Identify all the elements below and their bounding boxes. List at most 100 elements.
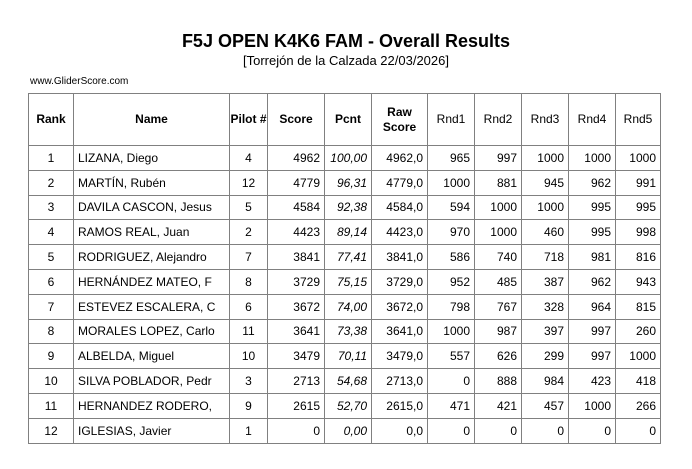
cell-rank: 4 <box>28 219 74 246</box>
cell-rnd5: 998 <box>615 219 661 246</box>
cell-pilot-number: 5 <box>229 194 268 221</box>
table-row: 2 MARTÍN, Rubén 12 4779 96,31 4779,0 1000 881 94… <box>28 169 661 196</box>
cell-score: 3479 <box>267 343 325 370</box>
event-location-date: [Torrejón de la Calzada 22/03/2026] <box>243 53 449 68</box>
cell-rnd4: 997 <box>568 318 616 345</box>
cell-pilot-number: 4 <box>229 145 268 171</box>
cell-pcnt: 52,70 <box>324 392 372 419</box>
table-row: 9 ALBELDA, Miguel 10 3479 70,11 3479,0 557 626 2… <box>28 343 661 370</box>
cell-pcnt: 100,00 <box>324 145 372 171</box>
cell-rnd1: 952 <box>427 268 475 295</box>
cell-pilot-number: 12 <box>229 169 268 196</box>
cell-pilot-number: 9 <box>229 392 268 419</box>
cell-rnd5: 1000 <box>615 343 661 370</box>
cell-rnd3: 0 <box>521 417 569 444</box>
cell-pilot-number: 3 <box>229 368 268 394</box>
cell-rnd4: 995 <box>568 194 616 221</box>
cell-name: RODRIGUEZ, Alejandro <box>73 244 230 270</box>
cell-rnd4: 423 <box>568 368 616 394</box>
cell-rnd4: 962 <box>568 169 616 196</box>
cell-raw-score: 0,0 <box>371 417 428 444</box>
cell-rnd5: 260 <box>615 318 661 345</box>
cell-rnd1: 557 <box>427 343 475 370</box>
cell-name: ALBELDA, Miguel <box>73 343 230 370</box>
cell-rnd4: 995 <box>568 219 616 246</box>
cell-rnd5: 815 <box>615 293 661 320</box>
cell-score: 4423 <box>267 219 325 246</box>
cell-name: RAMOS REAL, Juan <box>73 219 230 246</box>
cell-rank: 7 <box>28 293 74 320</box>
cell-raw-score: 4423,0 <box>371 219 428 246</box>
page-title: F5J OPEN K4K6 FAM - Overall Results <box>181 31 511 51</box>
table-row: 11 HERNANDEZ RODERO, 9 2615 52,70 2615,0 471 42… <box>28 392 661 419</box>
cell-name: SILVA POBLADOR, Pedr <box>73 368 230 394</box>
cell-rnd2: 1000 <box>474 219 522 246</box>
cell-rank: 6 <box>28 268 74 295</box>
cell-rnd4: 1000 <box>568 392 616 419</box>
table-row: 12 IGLESIAS, Javier 1 0 0,00 0,0 0 0 0 0 0 <box>28 417 661 444</box>
cell-name: MORALES LOPEZ, Carlo <box>73 318 230 345</box>
col-header-rank: Rank <box>28 93 74 146</box>
cell-rnd3: 1000 <box>521 194 569 221</box>
cell-pcnt: 0,00 <box>324 417 372 444</box>
cell-rnd3: 387 <box>521 268 569 295</box>
cell-score: 3641 <box>267 318 325 345</box>
cell-rnd3: 460 <box>521 219 569 246</box>
cell-score: 4779 <box>267 169 325 196</box>
table-row: 7 ESTEVEZ ESCALERA, C 6 3672 74,00 3672,0 798 7… <box>28 293 661 320</box>
col-header-rnd5: Rnd5 <box>615 93 661 146</box>
cell-pilot-number: 11 <box>229 318 268 345</box>
cell-name: HERNÁNDEZ MATEO, F <box>73 268 230 295</box>
cell-rnd3: 328 <box>521 293 569 320</box>
cell-pilot-number: 8 <box>229 268 268 295</box>
cell-rnd4: 0 <box>568 417 616 444</box>
cell-pcnt: 70,11 <box>324 343 372 370</box>
cell-rnd1: 965 <box>427 145 475 171</box>
cell-rnd4: 981 <box>568 244 616 270</box>
cell-name: ESTEVEZ ESCALERA, C <box>73 293 230 320</box>
cell-rank: 12 <box>28 417 74 444</box>
cell-name: MARTÍN, Rubén <box>73 169 230 196</box>
col-header-name: Name <box>73 93 230 146</box>
cell-rnd2: 0 <box>474 417 522 444</box>
table-header: Rank Name Pilot # Score Pcnt Raw Score Rnd1 Rnd… <box>28 93 661 146</box>
cell-rnd4: 1000 <box>568 145 616 171</box>
cell-score: 2615 <box>267 392 325 419</box>
cell-rank: 3 <box>28 194 74 221</box>
col-header-pilot-number: Pilot # <box>229 93 268 146</box>
cell-rnd5: 943 <box>615 268 661 295</box>
table-row: 8 MORALES LOPEZ, Carlo 11 3641 73,38 3641,0 10… <box>28 318 661 345</box>
cell-rnd2: 485 <box>474 268 522 295</box>
cell-score: 3841 <box>267 244 325 270</box>
cell-pcnt: 54,68 <box>324 368 372 394</box>
table-row: 1 LIZANA, Diego 4 4962 100,00 4962,0 965 997 100… <box>28 145 661 171</box>
cell-pcnt: 89,14 <box>324 219 372 246</box>
cell-rnd2: 881 <box>474 169 522 196</box>
cell-rnd2: 997 <box>474 145 522 171</box>
cell-rnd2: 421 <box>474 392 522 419</box>
cell-pilot-number: 2 <box>229 219 268 246</box>
cell-rank: 9 <box>28 343 74 370</box>
cell-name: IGLESIAS, Javier <box>73 417 230 444</box>
cell-rnd5: 1000 <box>615 145 661 171</box>
cell-rnd1: 594 <box>427 194 475 221</box>
cell-raw-score: 4779,0 <box>371 169 428 196</box>
col-header-rnd3: Rnd3 <box>521 93 569 146</box>
cell-pcnt: 73,38 <box>324 318 372 345</box>
cell-raw-score: 2713,0 <box>371 368 428 394</box>
cell-rank: 2 <box>28 169 74 196</box>
table-body: 1 LIZANA, Diego 4 4962 100,00 4962,0 965 997 100… <box>28 145 661 444</box>
col-header-pcnt: Pcnt <box>324 93 372 146</box>
cell-raw-score: 3729,0 <box>371 268 428 295</box>
table-row: 10 SILVA POBLADOR, Pedr 3 2713 54,68 2713,0 0 8… <box>28 368 661 394</box>
cell-rnd4: 964 <box>568 293 616 320</box>
cell-raw-score: 4962,0 <box>371 145 428 171</box>
table-row: 4 RAMOS REAL, Juan 2 4423 89,14 4423,0 970 1000… <box>28 219 661 246</box>
cell-pilot-number: 1 <box>229 417 268 444</box>
cell-rnd1: 798 <box>427 293 475 320</box>
table-row: 6 HERNÁNDEZ MATEO, F 8 3729 75,15 3729,0 952 48… <box>28 268 661 295</box>
cell-raw-score: 3672,0 <box>371 293 428 320</box>
header-row: Rank Name Pilot # Score Pcnt Raw Score Rnd1 Rnd… <box>28 93 661 146</box>
cell-score: 3729 <box>267 268 325 295</box>
cell-pcnt: 74,00 <box>324 293 372 320</box>
